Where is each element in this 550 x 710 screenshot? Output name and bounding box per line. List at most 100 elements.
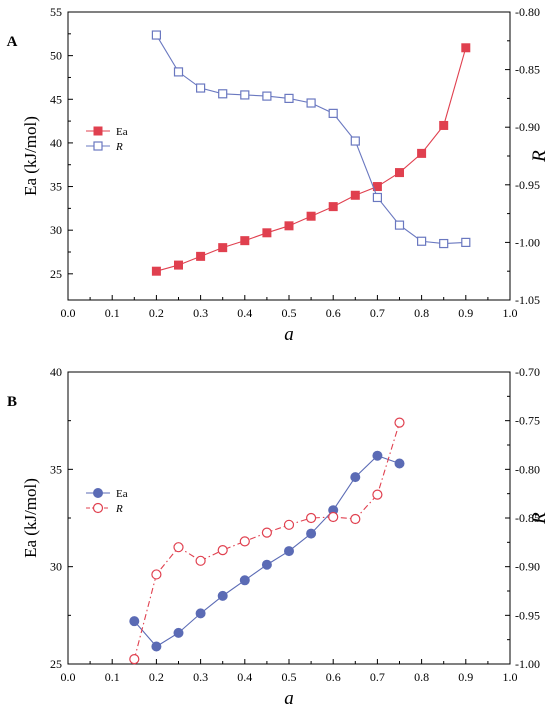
data-point [129, 616, 140, 627]
data-point [261, 527, 272, 538]
legend-entry: Ea [86, 126, 128, 138]
x-tick-label: 0.2 [149, 670, 164, 684]
data-point [173, 67, 184, 77]
data-point [240, 90, 250, 100]
x-axis-label: a [284, 324, 294, 345]
data-point [283, 519, 295, 530]
data-point [151, 569, 162, 580]
data-point [151, 266, 161, 276]
y-axis-label: Ea (kJ/mol) [21, 116, 40, 196]
data-point [372, 450, 383, 461]
data-point [328, 202, 338, 212]
data-point [284, 221, 294, 231]
y-tick-label: 30 [50, 560, 62, 574]
series-line [133, 455, 400, 648]
data-point [129, 654, 140, 665]
x-tick-label: 0.3 [193, 306, 208, 320]
x-tick-label: 0.0 [61, 670, 76, 684]
y2-tick-label: -0.70 [515, 365, 540, 379]
legend-label: Ea [116, 126, 128, 138]
data-point [461, 237, 471, 247]
data-point [372, 489, 383, 500]
panel-label: B [7, 394, 17, 410]
x-tick-label: 0.8 [414, 306, 429, 320]
data-point [217, 545, 228, 556]
x-tick-label: 0.8 [414, 670, 429, 684]
legend-label: R [115, 503, 123, 515]
y-tick-label: 30 [50, 223, 62, 237]
data-point [262, 228, 272, 238]
data-point [417, 236, 427, 246]
panel-label: A [7, 34, 18, 50]
x-tick-label: 0.1 [105, 670, 120, 684]
x-tick-label: 1.0 [503, 670, 518, 684]
x-tick-label: 0.5 [282, 670, 297, 684]
y2-tick-label: -1.00 [515, 235, 540, 249]
data-point [306, 211, 316, 221]
data-point [151, 30, 161, 40]
data-point [195, 555, 206, 566]
data-point [439, 120, 449, 130]
data-point [262, 91, 272, 101]
legend-marker [92, 502, 104, 514]
y2-tick-label: -0.95 [515, 178, 540, 192]
data-point [174, 260, 183, 270]
data-point [196, 251, 206, 261]
data-point [306, 512, 317, 524]
data-point [350, 513, 361, 525]
data-point [151, 641, 162, 652]
data-point [350, 190, 360, 200]
series-line [133, 422, 401, 660]
y2-axis-label: R [529, 150, 550, 163]
y-tick-label: 35 [50, 462, 62, 476]
plot-frame [67, 11, 511, 301]
y2-tick-label: -0.95 [515, 608, 540, 622]
y2-axis-label: R [529, 512, 550, 525]
data-point [417, 148, 427, 158]
data-point [195, 608, 206, 619]
x-tick-label: 0.7 [370, 670, 385, 684]
data-point [394, 220, 405, 230]
x-tick-label: 1.0 [503, 306, 518, 320]
y2-tick-label: -0.90 [515, 120, 540, 134]
data-point [173, 542, 184, 553]
legend-entry: R [86, 502, 123, 515]
legend-label: R [115, 141, 123, 153]
data-point [461, 43, 471, 53]
y-tick-label: 40 [50, 365, 62, 379]
x-tick-label: 0.6 [326, 306, 341, 320]
data-point [173, 627, 184, 638]
legend-entry: R [86, 141, 123, 153]
y-tick-label: 25 [50, 267, 62, 281]
data-point [261, 559, 272, 570]
y2-tick-label: -0.80 [515, 5, 540, 19]
y2-tick-label: -0.85 [515, 511, 540, 525]
data-point [372, 192, 382, 203]
series-ea [129, 450, 405, 652]
y2-tick-label: -0.90 [515, 560, 540, 574]
x-tick-label: 0.9 [458, 670, 473, 684]
legend-entry: Ea [86, 488, 128, 500]
y2-tick-label: -0.85 [515, 63, 540, 77]
data-point [328, 108, 338, 118]
legend-marker [93, 488, 103, 498]
y2-tick-label: -1.05 [515, 293, 540, 307]
data-point [306, 528, 317, 539]
x-tick-label: 0.4 [237, 306, 252, 320]
y-tick-label: 40 [50, 136, 62, 150]
x-tick-label: 0.3 [193, 670, 208, 684]
y-tick-label: 50 [50, 49, 62, 63]
x-tick-label: 0.5 [282, 306, 297, 320]
series-r [151, 30, 471, 249]
y2-tick-label: -0.80 [515, 462, 540, 476]
data-point [350, 136, 360, 146]
y-tick-label: 35 [50, 180, 62, 194]
x-tick-label: 0.1 [105, 306, 120, 320]
x-tick-label: 0.2 [149, 306, 164, 320]
x-tick-label: 0.9 [458, 306, 473, 320]
data-point [306, 98, 316, 108]
data-point [239, 536, 250, 547]
y-axis-label: Ea (kJ/mol) [21, 478, 40, 558]
y-tick-label: 55 [50, 5, 62, 19]
chart-panel-b: 0.0 0.1 0.2 0.3 0.4 0.5 0.6 0.7 0.8 0.9 1.0 25 30 35 4… [7, 365, 550, 709]
